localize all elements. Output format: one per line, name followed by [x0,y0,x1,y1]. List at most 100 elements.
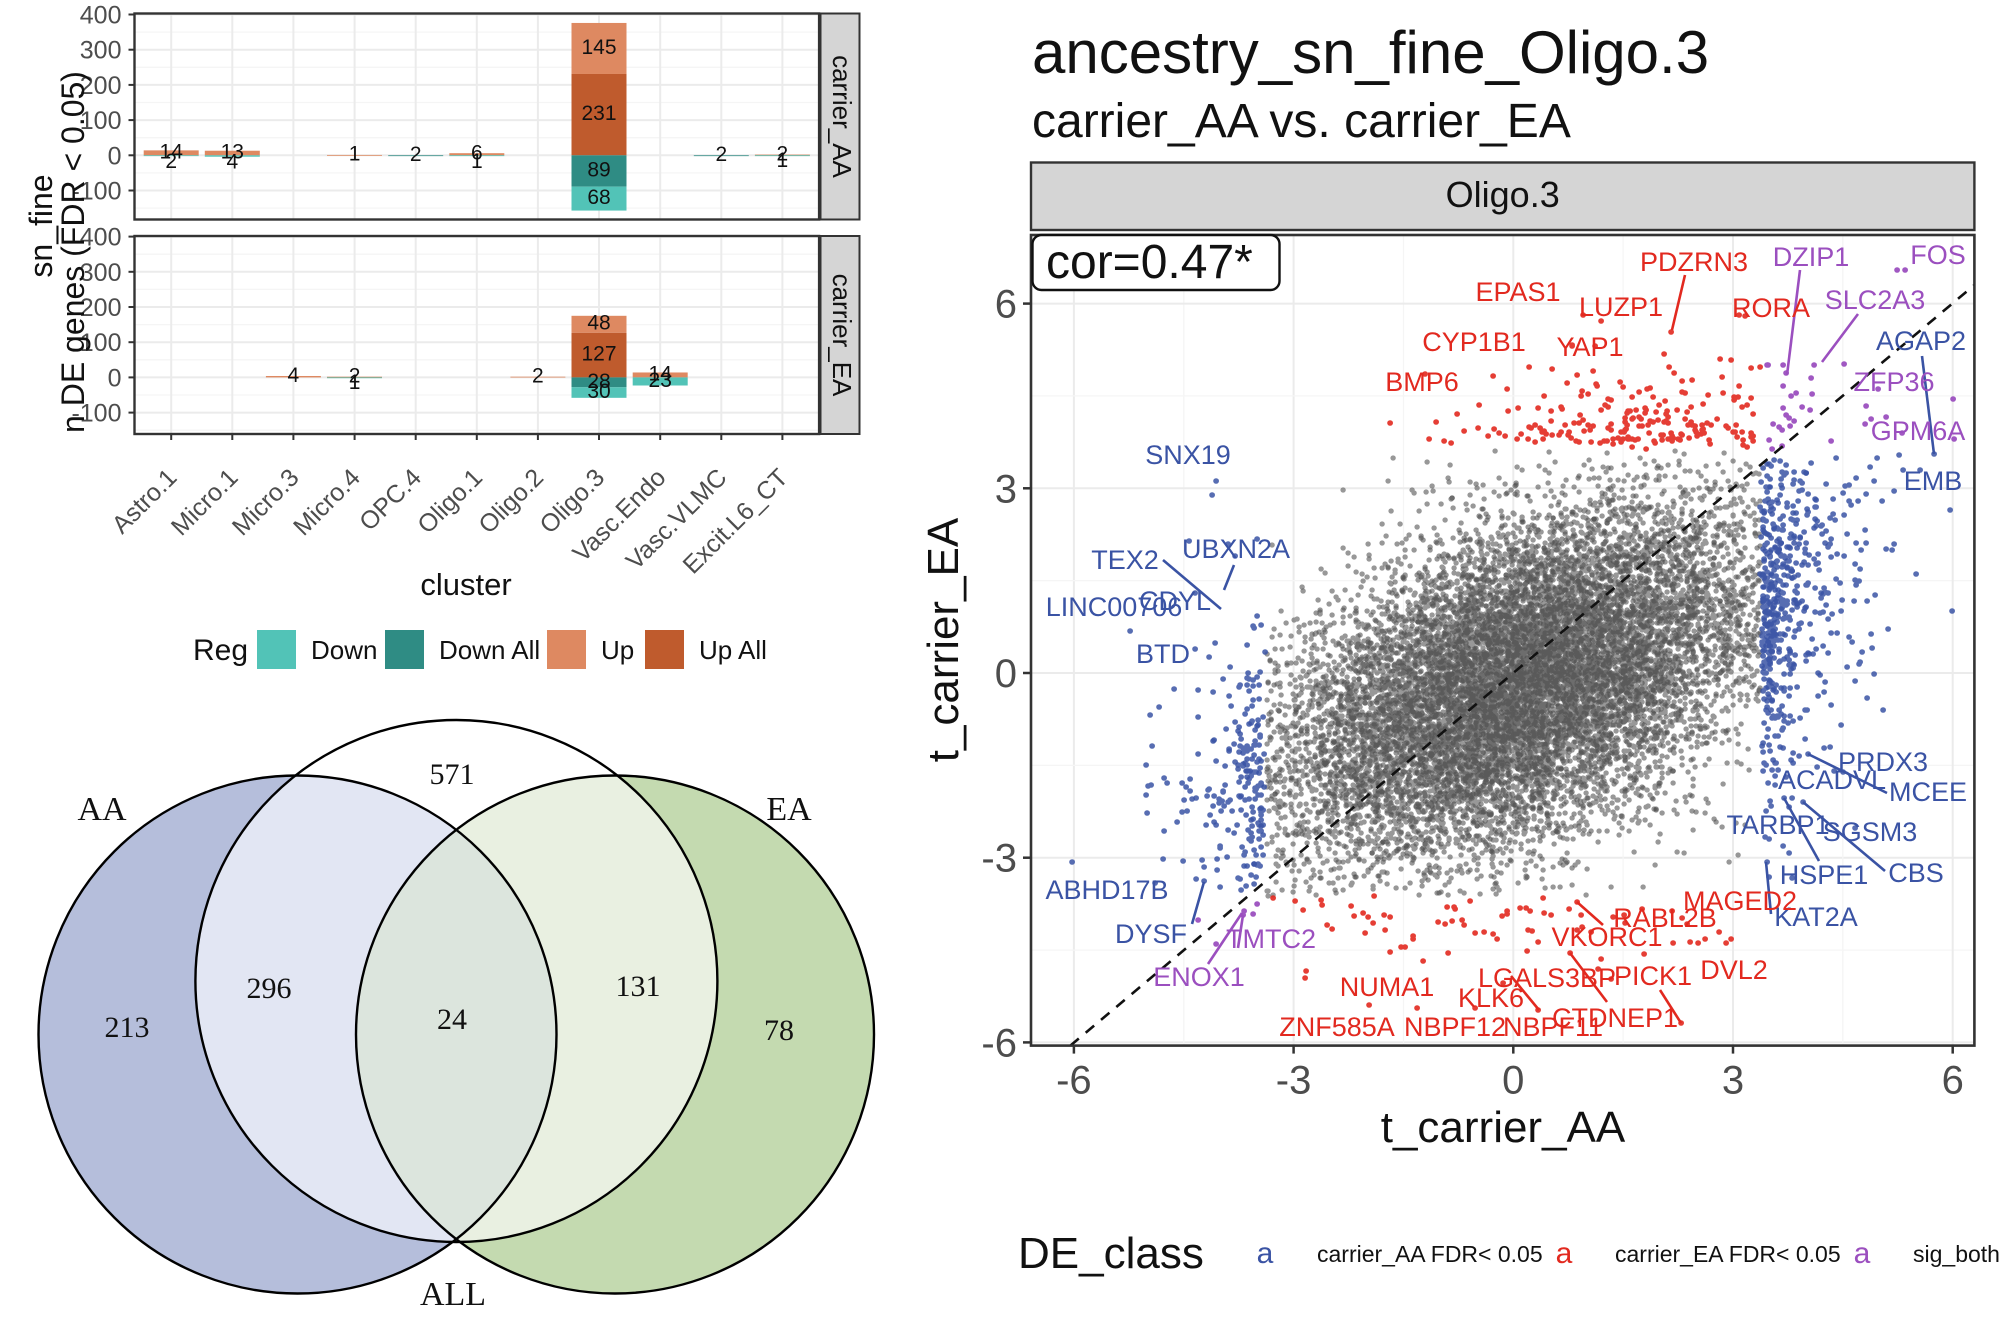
svg-text:100: 100 [80,329,122,357]
svg-text:4: 4 [288,364,300,387]
svg-text:89: 89 [587,159,610,182]
svg-text:NBPF11: NBPF11 [1503,1012,1603,1042]
svg-text:EPAS1: EPAS1 [1475,277,1560,307]
svg-text:UBXN2A: UBXN2A [1182,534,1290,564]
svg-text:EA: EA [766,791,812,828]
svg-text:145: 145 [581,36,616,59]
svg-text:1: 1 [471,150,483,173]
svg-text:-6: -6 [981,1021,1017,1065]
svg-text:14: 14 [160,140,184,163]
svg-text:14: 14 [649,362,673,385]
svg-text:Reg: Reg [193,634,248,667]
svg-text:ancestry_sn_fine_Oligo.3: ancestry_sn_fine_Oligo.3 [1032,19,1709,86]
svg-text:571: 571 [430,758,475,791]
svg-text:13: 13 [221,141,244,164]
svg-text:ALL: ALL [420,1276,486,1313]
svg-text:TEX2: TEX2 [1091,545,1159,575]
svg-text:PRDX3: PRDX3 [1838,747,1928,777]
svg-text:NBPF12: NBPF12 [1404,1012,1506,1042]
svg-text:Down All: Down All [439,635,540,665]
svg-text:-3: -3 [981,837,1017,881]
svg-text:2: 2 [532,365,544,388]
svg-text:Micro.3: Micro.3 [227,463,305,541]
svg-text:BMP6: BMP6 [1385,367,1459,397]
svg-text:a: a [1556,1237,1573,1270]
svg-text:1: 1 [349,143,361,166]
svg-text:ACADVL: ACADVL [1778,765,1886,795]
svg-text:3: 3 [995,467,1017,511]
svg-text:1: 1 [349,371,361,394]
svg-text:ABHD17B: ABHD17B [1045,875,1168,905]
svg-text:cor=0.47*: cor=0.47* [1046,236,1253,289]
svg-text:SNX19: SNX19 [1145,440,1231,470]
svg-text:CDYL: CDYL [1139,586,1211,616]
svg-text:100: 100 [80,107,122,135]
svg-text:0: 0 [995,652,1017,696]
svg-text:DVL2: DVL2 [1700,955,1768,985]
svg-text:78: 78 [764,1014,794,1047]
svg-text:ZNF585A: ZNF585A [1279,1012,1395,1042]
svg-text:AA: AA [77,791,127,828]
svg-text:MCEE: MCEE [1889,777,1967,807]
svg-text:LUZP1: LUZP1 [1579,292,1663,322]
svg-text:PDZRN3: PDZRN3 [1640,247,1748,277]
svg-text:carrier_AA vs. carrier_EA: carrier_AA vs. carrier_EA [1032,95,1571,148]
svg-text:213: 213 [105,1011,150,1044]
svg-text:-3: -3 [1276,1059,1312,1103]
svg-text:0: 0 [1502,1059,1524,1103]
svg-text:KLK6: KLK6 [1458,983,1524,1013]
svg-text:MAGED2: MAGED2 [1683,886,1797,916]
svg-text:400: 400 [80,2,122,30]
svg-text:131: 131 [616,970,661,1003]
svg-text:-100: -100 [71,400,121,428]
svg-text:200: 200 [80,72,122,100]
svg-text:carrier_AA FDR< 0.05: carrier_AA FDR< 0.05 [1317,1241,1543,1267]
svg-text:DE_class: DE_class [1018,1229,1204,1278]
svg-text:n DE genes (FDR < 0.05): n DE genes (FDR < 0.05) [55,71,91,433]
svg-text:VKORC1: VKORC1 [1551,922,1662,952]
svg-text:RORA: RORA [1732,293,1810,323]
svg-text:GPM6A: GPM6A [1871,416,1966,446]
svg-text:KAT2A: KAT2A [1774,902,1858,932]
svg-text:EMB: EMB [1904,466,1963,496]
svg-text:400: 400 [80,224,122,252]
svg-text:ENOX1: ENOX1 [1153,962,1245,992]
svg-text:Up All: Up All [699,635,767,665]
svg-text:TMTC2: TMTC2 [1226,924,1316,954]
svg-text:6: 6 [471,142,483,165]
svg-text:DYSF: DYSF [1115,919,1187,949]
svg-text:24: 24 [437,1003,467,1036]
svg-text:Up: Up [601,635,634,665]
svg-text:RABL2B: RABL2B [1613,903,1717,933]
svg-text:t_carrier_AA: t_carrier_AA [1381,1103,1626,1152]
svg-text:a: a [1854,1237,1871,1270]
svg-text:sn_fine: sn_fine [23,174,59,277]
svg-text:Oligo.3: Oligo.3 [1446,174,1560,215]
svg-text:SGSM3: SGSM3 [1823,817,1918,847]
svg-text:231: 231 [581,102,616,125]
svg-text:CTDNEP1: CTDNEP1 [1552,1003,1678,1033]
svg-text:23: 23 [649,369,672,392]
svg-text:SLC2A3: SLC2A3 [1825,285,1926,315]
svg-text:FOS: FOS [1910,240,1966,270]
svg-text:2: 2 [349,365,361,388]
svg-text:LGALS3BP: LGALS3BP [1478,963,1616,993]
svg-text:AGAP2: AGAP2 [1876,326,1966,356]
svg-text:4: 4 [226,151,238,174]
svg-text:300: 300 [80,259,122,287]
svg-text:-6: -6 [1056,1059,1092,1103]
svg-text:200: 200 [80,294,122,322]
svg-text:28: 28 [587,370,610,393]
svg-text:t_carrier_EA: t_carrier_EA [919,517,968,762]
svg-text:carrier_EA FDR< 0.05: carrier_EA FDR< 0.05 [1615,1241,1841,1267]
svg-text:cluster: cluster [420,567,511,602]
svg-text:68: 68 [587,186,610,209]
svg-text:2: 2 [777,142,789,165]
svg-text:1: 1 [777,149,789,172]
svg-text:Down: Down [311,635,377,665]
svg-text:TARBP1: TARBP1 [1726,810,1829,840]
svg-text:Oligo.2: Oligo.2 [473,463,549,539]
svg-text:Oligo.1: Oligo.1 [412,463,488,539]
svg-text:CYP1B1: CYP1B1 [1422,327,1526,357]
svg-text:3: 3 [1722,1059,1744,1103]
